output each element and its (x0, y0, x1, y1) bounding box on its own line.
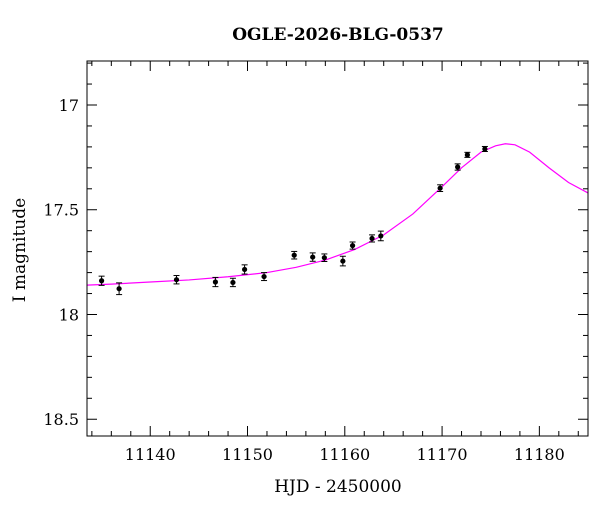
data-point (321, 255, 327, 261)
y-tick-label: 18 (59, 305, 79, 324)
data-point-group (454, 163, 461, 171)
x-tick-label: 11160 (319, 445, 370, 464)
data-point (340, 258, 346, 264)
data-point (116, 286, 122, 292)
data-point (98, 278, 105, 284)
y-tick-label: 17 (59, 96, 79, 115)
data-point-group (241, 264, 248, 275)
chart-title: OGLE-2026-BLG-0537 (232, 25, 444, 45)
x-tick-label: 11170 (417, 445, 468, 464)
ticks-layer (87, 61, 588, 436)
data-point (437, 185, 443, 191)
data-point-group (212, 276, 219, 288)
data-point (261, 273, 267, 280)
model-curve (87, 143, 588, 286)
data-point (464, 152, 470, 158)
x-tick-label: 11150 (222, 445, 273, 464)
data-point (369, 235, 375, 242)
tick-labels-layer: 11140 11150 11160 11170 11180 17 17.5 18 18.5 (43, 96, 564, 464)
data-point-group (377, 230, 384, 242)
plot-area (87, 143, 588, 296)
data-point-group (349, 241, 356, 250)
y-tick-label: 17.5 (43, 201, 79, 220)
data-point-group (291, 250, 298, 260)
x-axis-label: HJD - 2450000 (274, 477, 402, 497)
data-point-group (464, 151, 471, 158)
data-point (291, 252, 297, 258)
data-point-group (229, 277, 236, 288)
data-point (378, 233, 384, 239)
y-tick-label: 18.5 (43, 410, 79, 429)
data-point-group (98, 275, 105, 286)
data-point (455, 164, 461, 170)
data-point-group (261, 272, 268, 282)
data-point-group (173, 275, 180, 285)
data-point-group (339, 255, 346, 267)
data-point-group (369, 234, 376, 243)
x-tick-label: 11140 (125, 445, 176, 464)
model-curve-layer (87, 143, 588, 286)
data-point (482, 146, 488, 152)
data-point (173, 277, 180, 283)
data-point-group (481, 145, 488, 153)
x-tick-label: 11180 (514, 445, 565, 464)
data-point (241, 266, 248, 273)
data-point-group (309, 252, 316, 262)
y-axis-label: I magnitude (10, 198, 30, 302)
data-point (230, 279, 236, 286)
data-point-group (437, 184, 444, 193)
data-point-group (321, 253, 328, 262)
data-point (212, 279, 219, 285)
data-point-group (116, 282, 123, 296)
data-point (349, 242, 356, 249)
data-point (310, 254, 316, 260)
plot-frame (86, 60, 589, 437)
data-points-layer (98, 145, 488, 296)
